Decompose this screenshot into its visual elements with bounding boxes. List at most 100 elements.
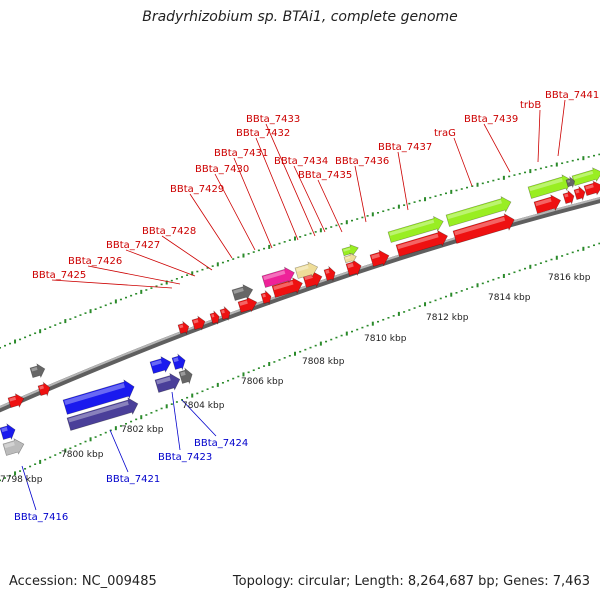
- forward-leader-line: [483, 123, 511, 173]
- inner-tick: [29, 465, 32, 468]
- inner-tick: [471, 286, 474, 288]
- inner-tick: [74, 445, 77, 447]
- inner-tick: [340, 334, 343, 337]
- inner-tick: [130, 420, 133, 423]
- outer-tick: [109, 302, 112, 305]
- outer-tick: [191, 271, 194, 276]
- outer-tick: [502, 175, 505, 180]
- outer-tick: [314, 231, 317, 233]
- reverse-gene-shine: [151, 359, 162, 367]
- inner-tick: [304, 348, 307, 351]
- forward-gene-body: [177, 320, 190, 335]
- forward-leader-line: [125, 249, 196, 277]
- reverse-gene-shine: [173, 357, 179, 363]
- outer-tick: [9, 342, 12, 345]
- inner-tick: [377, 320, 380, 323]
- forward-gene-body: [343, 252, 357, 264]
- outer-tick: [232, 258, 235, 260]
- topology-text: Topology: circular; Length: 8,264,687 bp…: [232, 574, 590, 589]
- outer-tick: [247, 253, 250, 255]
- outer-tick: [330, 226, 333, 228]
- inner-tick: [252, 369, 255, 372]
- forward-leader-line: [51, 279, 173, 289]
- forward-leader-line: [453, 137, 473, 187]
- forward-gene: [369, 249, 390, 267]
- scale-label: 7804 kbp: [182, 401, 225, 411]
- outer-tick: [59, 322, 62, 324]
- inner-tick: [351, 330, 354, 333]
- label-leader-lines: [21, 99, 566, 511]
- inner-tick: [455, 291, 458, 294]
- forward-leader-line: [255, 137, 299, 241]
- reverse-gene: [178, 367, 193, 385]
- forward-gene-shine: [9, 396, 17, 402]
- forward-gene-label: BBta_7426: [68, 256, 122, 267]
- forward-gene-shine: [454, 216, 506, 236]
- outer-tick: [476, 182, 479, 187]
- inner-tick: [429, 301, 432, 304]
- forward-gene-shine: [31, 367, 38, 372]
- outer-tick: [492, 179, 495, 182]
- forward-gene-body: [533, 194, 562, 214]
- inner-tick: [387, 316, 390, 319]
- inner-tick: [206, 388, 209, 390]
- reverse-gene-label: BBta_7424: [194, 438, 248, 449]
- inner-tick: [34, 463, 37, 465]
- outer-tick: [408, 202, 411, 205]
- inner-tick: [598, 242, 600, 245]
- inner-tick: [160, 407, 163, 410]
- forward-gene-label: BBta_7434: [274, 156, 328, 167]
- inner-tick: [191, 393, 194, 398]
- forward-gene-shine: [345, 256, 351, 260]
- outer-tick: [196, 270, 199, 273]
- forward-gene-shine: [343, 247, 351, 252]
- forward-gene: [562, 189, 575, 206]
- outer-tick: [278, 242, 281, 245]
- outer-tick: [299, 236, 302, 238]
- outer-tick: [587, 156, 590, 158]
- reverse-gene-body: [2, 438, 25, 456]
- inner-tick: [524, 267, 527, 270]
- inner-tick: [566, 253, 569, 255]
- forward-gene-body: [191, 315, 206, 331]
- outer-tick: [582, 156, 585, 161]
- outer-tick: [242, 253, 245, 258]
- reverse-gene-shine: [180, 371, 186, 377]
- inner-tick: [545, 260, 548, 263]
- forward-gene-shine: [575, 189, 580, 194]
- inner-tick: [539, 262, 542, 264]
- outer-tick: [69, 318, 72, 320]
- inner-tick: [54, 454, 57, 456]
- outer-tick: [273, 244, 276, 247]
- inner-tick: [211, 386, 214, 388]
- forward-gene-body: [37, 381, 51, 397]
- reverse-gene-shine: [4, 441, 15, 449]
- inner-tick: [186, 396, 189, 399]
- forward-gene-shine: [564, 193, 569, 198]
- outer-tick: [555, 162, 558, 167]
- outer-tick: [34, 332, 37, 335]
- outer-tick: [429, 196, 432, 199]
- scale-label: 7802 kbp: [121, 425, 164, 435]
- forward-gene-label: BBta_7430: [195, 164, 249, 175]
- outer-tick: [44, 328, 47, 330]
- inner-tick: [135, 418, 138, 421]
- inner-tick: [145, 414, 148, 416]
- outer-tick: [439, 193, 442, 196]
- forward-leader-line: [317, 179, 343, 233]
- outer-tick: [181, 276, 184, 278]
- tick-marks: [0, 153, 600, 482]
- inner-tick: [476, 283, 479, 288]
- reverse-gene-body: [62, 379, 135, 415]
- forward-gene: [261, 266, 295, 288]
- inner-tick: [397, 311, 400, 316]
- inner-tick: [361, 326, 364, 329]
- backbone-highlight: [0, 197, 600, 409]
- inner-tick: [44, 458, 47, 461]
- inner-tick: [330, 338, 333, 341]
- inner-tick: [345, 331, 348, 336]
- outer-tick: [550, 165, 553, 167]
- inner-tick: [593, 244, 596, 247]
- scale-label: 7806 kbp: [241, 377, 284, 387]
- outer-tick: [14, 339, 17, 344]
